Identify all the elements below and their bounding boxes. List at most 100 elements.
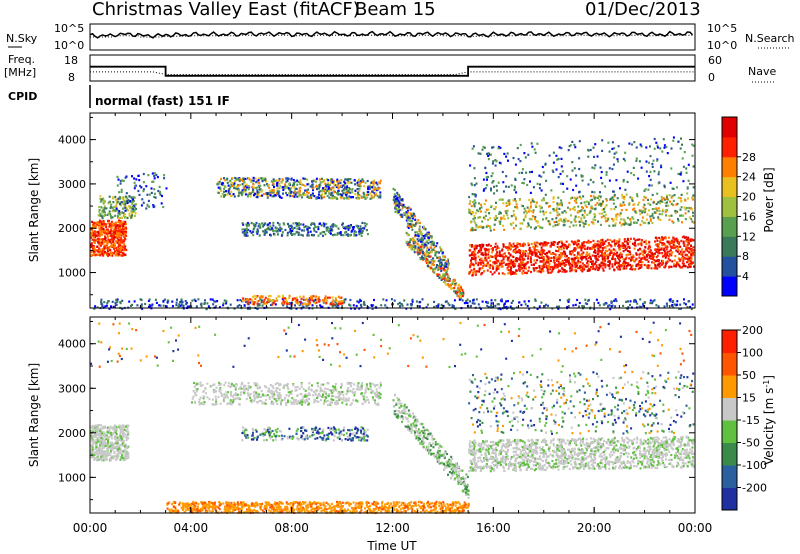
power-cell-1756 — [411, 217, 414, 220]
power-cell-2530 — [523, 243, 526, 246]
power-cell-4930 — [314, 298, 317, 301]
power-cell-2533 — [666, 251, 669, 254]
power-cell-4771 — [106, 301, 109, 305]
power-cell-2270 — [548, 262, 551, 265]
power-cell-3209 — [508, 244, 511, 247]
power-cell-4597 — [656, 159, 659, 162]
power-cell-680 — [119, 179, 122, 183]
power-cell-4245 — [621, 193, 624, 196]
power-cell-379 — [101, 222, 104, 225]
power-cell-1264 — [348, 187, 351, 190]
power-cell-3930 — [661, 213, 664, 216]
power-cell-4054 — [469, 200, 472, 203]
power-cell-1238 — [270, 189, 273, 192]
power-cell-974 — [271, 195, 274, 198]
power-cell-4539 — [514, 178, 517, 181]
power-cell-1380 — [354, 183, 357, 186]
power-cell-3113 — [556, 242, 559, 245]
power-cell-4639 — [627, 306, 630, 309]
power-cell-2920 — [633, 237, 636, 240]
power-cell-2798 — [623, 262, 626, 266]
power-cell-1317 — [237, 184, 240, 187]
power-cell-3636 — [617, 261, 620, 265]
power-cell-1089 — [220, 183, 223, 186]
power-cell-3943 — [668, 214, 671, 218]
power-cell-1949 — [397, 194, 400, 197]
power-cell-4503 — [611, 141, 614, 144]
power-cell-691 — [153, 205, 156, 208]
power-cell-1532 — [359, 232, 362, 235]
power-cell-2479 — [686, 246, 689, 249]
power-cell-3922 — [619, 203, 622, 206]
power-cell-1582 — [259, 224, 262, 227]
power-cell-1804 — [399, 202, 402, 206]
power-cell-597 — [109, 200, 111, 203]
power-cell-3809 — [474, 212, 477, 215]
power-cell-3372 — [484, 253, 487, 256]
power-cell-3428 — [591, 254, 594, 257]
power-cell-419 — [123, 253, 126, 256]
power-cell-529 — [135, 207, 137, 210]
power-cell-4328 — [521, 181, 524, 184]
power-cell-90 — [112, 222, 115, 225]
power-cell-1387 — [292, 182, 295, 185]
power-cell-4891 — [473, 302, 476, 305]
power-cell-3982 — [669, 200, 671, 203]
power-cell-2598 — [483, 270, 486, 273]
power-cell-2982 — [482, 254, 485, 257]
power-cell-1043 — [221, 192, 224, 196]
power-cell-4045 — [469, 229, 472, 232]
power-cell-4127 — [480, 210, 482, 213]
power-cell-938 — [283, 187, 286, 190]
power-cell-1393 — [239, 183, 241, 186]
power-cell-4184 — [563, 220, 566, 223]
power-cell-1276 — [228, 188, 231, 191]
power-cell-296 — [92, 223, 95, 226]
power-cell-1629 — [355, 234, 358, 237]
power-cell-657 — [123, 205, 126, 208]
power-cell-1718 — [428, 238, 430, 241]
power-cell-2942 — [589, 260, 592, 263]
power-cell-2652 — [564, 260, 567, 263]
power-cell-4436 — [661, 150, 664, 153]
power-cell-2378 — [591, 263, 593, 266]
power-cell-900 — [359, 179, 362, 183]
power-cell-4832 — [212, 303, 215, 306]
power-cell-1256 — [371, 190, 374, 194]
power-cell-1916 — [398, 195, 401, 198]
power-cell-281 — [101, 247, 104, 251]
power-cell-4780 — [211, 298, 214, 301]
power-cell-4879 — [107, 300, 110, 303]
power-cell-3482 — [654, 240, 656, 243]
power-cell-2 — [96, 223, 99, 226]
power-cell-1164 — [252, 176, 255, 179]
power-cell-4059 — [503, 217, 506, 220]
power-cell-3432 — [561, 242, 564, 245]
power-cell-4131 — [648, 209, 650, 212]
power-cell-3679 — [570, 250, 573, 253]
power-cell-1931 — [416, 222, 419, 225]
power-cell-1344 — [331, 181, 334, 184]
power-cell-3219 — [664, 256, 667, 259]
power-cell-4305 — [625, 193, 628, 196]
power-cell-4291 — [575, 200, 577, 203]
power-cell-687 — [150, 191, 153, 194]
power-cell-1591 — [278, 224, 281, 227]
power-cell-991 — [335, 185, 338, 189]
power-cell-743 — [159, 193, 162, 196]
power-cell-824 — [279, 184, 282, 188]
power-cell-3638 — [514, 245, 517, 248]
power-cell-4409 — [600, 176, 603, 179]
power-cell-457 — [98, 227, 101, 230]
power-cell-1327 — [253, 186, 255, 189]
power-cell-251 — [114, 223, 117, 226]
power-cell-4548 — [572, 188, 575, 192]
power-cell-4677 — [437, 303, 440, 306]
power-cell-4640 — [649, 299, 652, 302]
power-cell-1929 — [414, 234, 417, 237]
power-cell-3650 — [614, 263, 617, 266]
power-cell-2444 — [640, 241, 643, 244]
power-cell-1614 — [263, 224, 266, 227]
power-cell-475 — [99, 254, 102, 257]
power-cell-4915 — [604, 301, 607, 305]
